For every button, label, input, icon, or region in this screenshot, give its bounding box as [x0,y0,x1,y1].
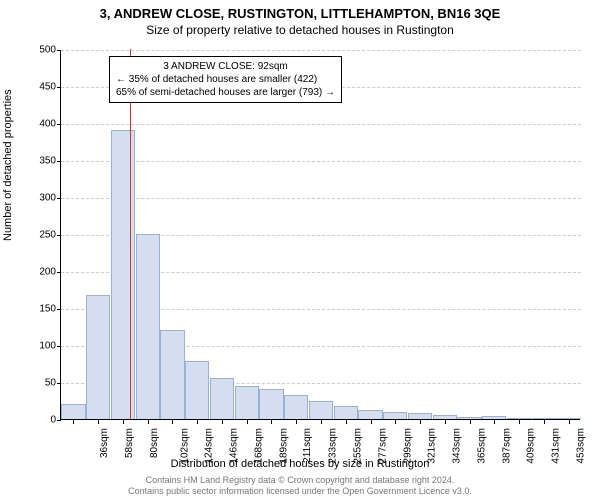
y-axis-label: Number of detached properties [2,89,14,241]
xtick-mark [247,420,248,424]
plot-region: 05010015020025030035040045050036sqm58sqm… [60,50,580,420]
ytick-label: 250 [16,230,56,241]
histogram-bar [284,395,308,419]
xtick-label: 58sqm [124,428,135,458]
histogram-bar [210,378,234,419]
xtick-mark [172,420,173,424]
histogram-bar [457,417,481,419]
gridline [61,161,581,162]
main-title: 3, ANDREW CLOSE, RUSTINGTON, LITTLEHAMPT… [0,0,600,21]
ytick-label: 150 [16,304,56,315]
sub-title: Size of property relative to detached ho… [0,21,600,37]
xtick-mark [321,420,322,424]
ytick-label: 50 [16,378,56,389]
xtick-mark [98,420,99,424]
histogram-bar [185,361,209,419]
ytick-mark [57,87,61,88]
property-marker-line [130,49,131,419]
xtick-mark [197,420,198,424]
histogram-bar [111,130,135,419]
xtick-label: 80sqm [149,428,160,458]
histogram-bar [556,418,580,419]
xtick-mark [420,420,421,424]
histogram-bar [383,412,407,419]
histogram-bar [408,413,432,419]
histogram-bar [482,416,506,419]
ytick-mark [57,309,61,310]
histogram-bar [358,410,382,419]
footer-line-2: Contains public sector information licen… [0,486,600,497]
histogram-bar [507,418,531,419]
histogram-bar [136,234,160,419]
x-axis-label: Distribution of detached houses by size … [0,458,600,470]
ytick-label: 100 [16,341,56,352]
chart-container: 3, ANDREW CLOSE, RUSTINGTON, LITTLEHAMPT… [0,0,600,500]
histogram-bar [309,401,333,420]
annotation-line: ← 35% of detached houses are smaller (42… [116,73,335,86]
histogram-bar [86,295,110,419]
gridline [61,50,581,51]
histogram-bar [235,386,259,419]
histogram-bar [259,389,283,419]
histogram-bar [433,415,457,419]
footer-line-1: Contains HM Land Registry data © Crown c… [0,475,600,486]
xtick-mark [296,420,297,424]
footer: Contains HM Land Registry data © Crown c… [0,475,600,497]
histogram-bar [532,418,556,419]
xtick-mark [445,420,446,424]
gridline [61,124,581,125]
gridline [61,198,581,199]
ytick-mark [57,420,61,421]
ytick-mark [57,346,61,347]
ytick-label: 450 [16,82,56,93]
ytick-mark [57,235,61,236]
histogram-bar [334,406,358,419]
ytick-label: 400 [16,119,56,130]
ytick-label: 350 [16,156,56,167]
xtick-mark [569,420,570,424]
ytick-label: 0 [16,415,56,426]
annotation-line: 3 ANDREW CLOSE: 92sqm [116,60,335,73]
histogram-bar [160,330,184,419]
ytick-mark [57,161,61,162]
xtick-mark [271,420,272,424]
xtick-mark [148,420,149,424]
ytick-label: 500 [16,45,56,56]
xtick-mark [222,420,223,424]
ytick-label: 300 [16,193,56,204]
ytick-mark [57,272,61,273]
annotation-box: 3 ANDREW CLOSE: 92sqm← 35% of detached h… [109,56,342,103]
xtick-mark [73,420,74,424]
ytick-mark [57,383,61,384]
xtick-mark [519,420,520,424]
chart-area: 05010015020025030035040045050036sqm58sqm… [60,50,580,420]
histogram-bar [61,404,85,419]
xtick-mark [494,420,495,424]
annotation-line: 65% of semi-detached houses are larger (… [116,86,335,99]
ytick-mark [57,50,61,51]
xtick-mark [123,420,124,424]
ytick-mark [57,198,61,199]
xtick-mark [470,420,471,424]
ytick-label: 200 [16,267,56,278]
xtick-mark [371,420,372,424]
xtick-mark [395,420,396,424]
xtick-label: 36sqm [99,428,110,458]
xtick-mark [346,420,347,424]
xtick-mark [544,420,545,424]
ytick-mark [57,124,61,125]
